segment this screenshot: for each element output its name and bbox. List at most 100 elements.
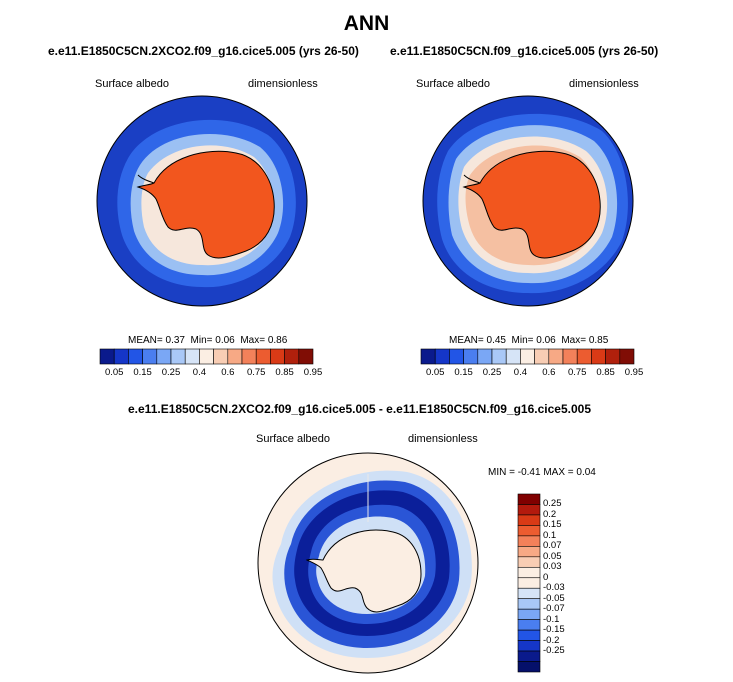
panel1-colorbar-tick-label: 0.75 [246,367,266,378]
diff-colorbar-box [517,546,541,558]
diff-colorbar-tick-label: 0 [543,571,549,583]
panel2-colorbar-tick-label: 0.25 [482,367,502,378]
diff-colorbar-box [517,504,541,516]
panel2-min-value: 0.06 [536,335,556,346]
diff-colorbar-tick-label: -0.15 [543,624,565,636]
diff-panel-title: e.e11.E1850C5CN.2XCO2.f09_g16.cice5.005 … [128,402,591,416]
diff-colorbar-tick-label: 0.03 [543,561,562,573]
panel2-colorbar-tick-label: 0.4 [513,367,527,378]
diff-colorbar-box [517,514,541,526]
panel2-min-label: Min= [511,335,534,346]
panel1-stats: MEAN= 0.37 Min= 0.06 Max= 0.86 [128,335,287,346]
panel1-colorbar-box [142,348,158,365]
panel1-colorbar-tick-label: 0.15 [133,367,152,378]
panel1-colorbar-box [284,348,300,365]
diff-colorbar-labels: 0.25 0.2 0.15 0.1 0.07 0.05 0.03 0 -0.03 -0.05 -0.… [543,494,583,672]
panel1-colorbar-box [184,348,200,365]
diff-colorbar-box [517,629,541,641]
panel2-colorbar-box [463,348,479,365]
panel1-colorbar-labels: 0.05 0.15 0.25 0.4 0.6 0.75 0.85 0.95 [100,367,322,379]
panel2-max-label: Max= [561,335,587,346]
panel1-colorbar-box [241,348,257,365]
panel1-colorbar-tick-label: 0.85 [275,367,294,378]
diff-colorbar-box [517,587,541,600]
panel2-mean-label: MEAN= [449,335,484,346]
panel2-colorbar-box [619,348,635,365]
panel1-case-title: e.e11.E1850C5CN.2XCO2.f09_g16.cice5.005 … [48,44,359,58]
panel2-colorbar-labels: 0.05 0.15 0.25 0.4 0.6 0.75 0.85 0.95 [421,367,643,379]
panel1-colorbar-box [156,348,172,365]
diff-colorbar-tick-label: 0.07 [543,540,562,552]
diff-colorbar-box [517,493,541,505]
diff-max-value: 0.04 [576,467,596,478]
panel1-variable-label: Surface albedo [95,78,169,90]
figure-title: ANN [343,12,390,35]
panel2-colorbar-tick-label: 0.6 [542,367,556,378]
panel2-colorbar-tick-label: 0.15 [454,367,473,378]
diff-colorbar-box [517,661,541,673]
diff-variable-label: Surface albedo [256,433,330,445]
diff-colorbar-box [517,556,541,568]
panel2-colorbar-box [477,348,493,365]
panel2-colorbar-box [491,348,507,365]
diff-colorbar-tick-label: 0.1 [543,529,557,541]
panel2-variable-label: Surface albedo [416,78,490,90]
panel1-colorbar-tick-label: 0.25 [161,367,181,378]
panel2-colorbar-box [420,348,436,365]
panel2-case-title: e.e11.E1850C5CN.f09_g16.cice5.005 (yrs 2… [390,44,659,58]
panel1-min-label: Min= [190,335,213,346]
diff-max-label: MAX = [543,467,574,478]
panel1-colorbar-box [255,348,271,365]
diff-colorbar [517,493,541,673]
panel1-colorbar-tick-label: 0.05 [104,367,124,378]
panel2-colorbar-tick-label: 0.95 [624,367,644,378]
panel2-colorbar-box [562,348,578,365]
panel1-colorbar-box [128,348,143,365]
diff-colorbar-box [517,598,541,610]
panel1-colorbar-box [298,348,314,365]
diff-colorbar-tick-label: -0.2 [543,634,560,646]
panel1-colorbar-box [227,348,243,365]
panel2-colorbar-box [505,348,521,365]
diff-colorbar-tick-label: -0.25 [543,645,565,657]
panel1-mean-label: MEAN= [128,335,163,346]
panel1-colorbar-tick-label: 0.4 [192,367,206,378]
panel1-colorbar-tick-label: 0.95 [303,367,323,378]
panel2-colorbar-tick-label: 0.85 [596,367,615,378]
panel1-min-value: 0.06 [215,335,235,346]
panel2-colorbar-box [591,348,606,365]
diff-colorbar-tick-label: -0.03 [543,582,565,594]
panel2-antarctic-peninsula [463,174,481,184]
diff-colorbar-tick-label: -0.07 [543,603,565,615]
panel2-colorbar-box [434,348,450,365]
panel2-map-border [422,95,634,307]
diff-colorbar-box [517,608,541,620]
diff-colorbar-box [517,650,541,662]
panel1-antarctica [136,150,275,259]
panel2-antarctica [462,150,601,259]
panel1-units-label: dimensionless [248,78,318,90]
panel1-colorbar [99,348,314,365]
panel2-colorbar-box [605,348,621,365]
diff-colorbar-box [517,619,541,631]
panel1-colorbar-box [170,348,186,365]
panel2-colorbar-tick-label: 0.05 [425,367,445,378]
panel1-colorbar-box [213,348,229,365]
panel2-max-value: 0.85 [588,335,609,346]
panel2-units-label: dimensionless [569,78,639,90]
diff-units-label: dimensionless [408,433,478,445]
panel2-colorbar-box [449,348,464,365]
panel2-mean-value: 0.45 [486,335,506,346]
panel1-mean-value: 0.37 [165,335,185,346]
diff-polar-map [257,452,479,674]
diff-colorbar-tick-label: -0.05 [543,592,565,604]
panel1-polar-map [96,95,308,307]
diff-colorbar-box [517,640,541,652]
diff-antarctica [305,529,422,613]
diff-colorbar-tick-label: -0.1 [543,613,560,625]
panel1-map-border [96,95,308,307]
diff-colorbar-tick-label: 0.2 [543,508,557,520]
diff-colorbar-box [517,577,541,589]
panel2-colorbar-box [576,348,592,365]
diff-min-value: -0.41 [517,467,541,478]
